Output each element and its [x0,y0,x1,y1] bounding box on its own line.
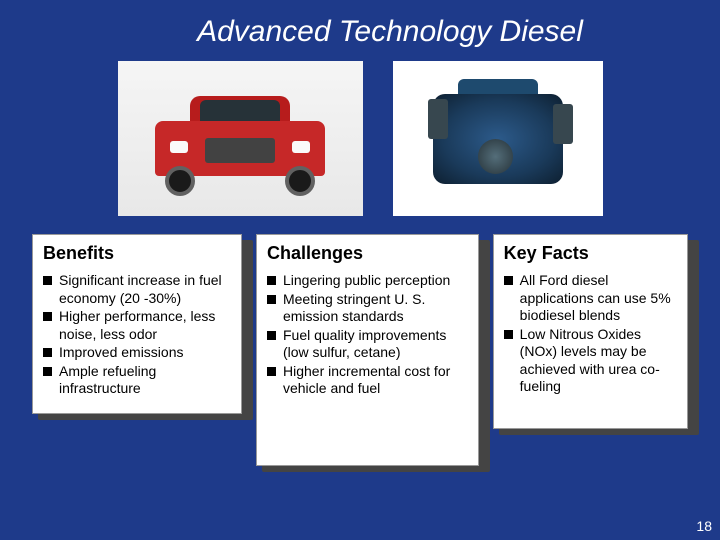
engine-illustration [428,79,568,199]
list-item: Lingering public perception [267,272,468,290]
list-item: Low Nitrous Oxides (NOx) levels may be a… [504,326,677,396]
column-benefits: Benefits Significant increase in fuel ec… [32,234,242,466]
list-item: Ample refueling infrastructure [43,363,231,398]
columns-container: Benefits Significant increase in fuel ec… [30,234,690,466]
truck-image [118,61,363,216]
list-item: Higher performance, less noise, less odo… [43,308,231,343]
list-item: All Ford diesel applications can use 5% … [504,272,677,325]
list-item: Improved emissions [43,344,231,362]
page-number: 18 [696,518,712,534]
benefits-list: Significant increase in fuel economy (20… [43,272,231,398]
slide-container: Advanced Technology Diesel [0,0,720,540]
benefits-header: Benefits [43,243,231,264]
column-challenges: Challenges Lingering public perception M… [256,234,479,466]
challenges-list: Lingering public perception Meeting stri… [267,272,468,398]
slide-title: Advanced Technology Diesel [90,15,690,49]
list-item: Higher incremental cost for vehicle and … [267,363,468,398]
engine-image [393,61,603,216]
list-item: Fuel quality improvements (low sulfur, c… [267,327,468,362]
column-keyfacts: Key Facts All Ford diesel applications c… [493,234,688,466]
list-item: Significant increase in fuel economy (20… [43,272,231,307]
challenges-header: Challenges [267,243,468,264]
truck-illustration [150,96,330,196]
keyfacts-list: All Ford diesel applications can use 5% … [504,272,677,396]
list-item: Meeting stringent U. S. emission standar… [267,291,468,326]
images-row [30,61,690,216]
keyfacts-header: Key Facts [504,243,677,264]
